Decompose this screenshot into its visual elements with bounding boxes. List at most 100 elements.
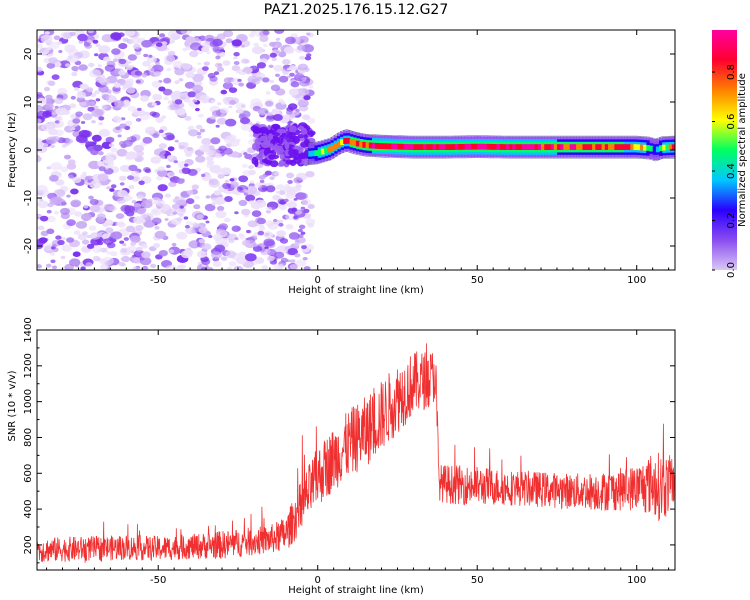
noise-blob — [237, 78, 242, 82]
noise-blob — [151, 217, 162, 225]
noise-blob — [268, 133, 273, 141]
noise-blob — [180, 30, 193, 35]
noise-blob — [166, 164, 171, 169]
noise-blob — [260, 141, 271, 149]
noise-blob — [151, 112, 160, 118]
noise-blob — [303, 134, 308, 140]
noise-blob — [113, 82, 122, 88]
colorbar-gradient — [712, 30, 737, 270]
noise-blob — [264, 249, 271, 254]
noise-blob — [228, 139, 240, 147]
noise-blob — [290, 81, 300, 88]
noise-blob — [303, 158, 309, 167]
noise-blob — [245, 194, 256, 202]
noise-blob — [306, 130, 316, 136]
noise-blob — [287, 180, 293, 184]
noise-blob — [53, 35, 61, 40]
noise-blob — [54, 105, 59, 109]
signal-cell — [458, 144, 462, 150]
noise-blob — [285, 110, 293, 115]
noise-blob — [126, 137, 132, 141]
noise-blob — [259, 224, 265, 228]
noise-blob — [88, 62, 95, 68]
noise-blob — [138, 180, 145, 186]
colorbar-tick-label: 0.4 — [726, 163, 737, 179]
noise-blob — [286, 188, 296, 196]
signal-cell — [381, 143, 386, 150]
noise-blob — [37, 104, 44, 113]
noise-blob — [234, 211, 239, 215]
noise-blob — [286, 259, 291, 263]
noise-blob — [37, 200, 49, 209]
signal-cell — [601, 144, 606, 150]
noise-blob — [198, 227, 208, 234]
signal-cell — [630, 144, 635, 150]
colorbar-tick-label: 0.2 — [726, 213, 737, 229]
signal-cell — [604, 144, 609, 150]
signal-cell — [582, 144, 587, 150]
snr-panel: -50 0 50 100 200 400 600 800 1000 1200 1400 Height… — [7, 317, 676, 596]
noise-blob — [265, 206, 273, 212]
noise-blob — [119, 240, 125, 244]
noise-blob — [283, 198, 289, 203]
noise-blob — [207, 267, 214, 270]
noise-blob — [302, 257, 308, 261]
noise-blob — [154, 226, 160, 230]
noise-blob — [218, 230, 228, 238]
noise-blob — [61, 236, 67, 241]
signal-cell — [566, 144, 571, 150]
snr-ylabel: SNR (10 * v/v) — [7, 370, 18, 441]
noise-blob — [155, 61, 161, 66]
noise-blob — [110, 147, 118, 153]
noise-blob — [103, 56, 111, 62]
signal-cell — [537, 144, 542, 150]
noise-blob — [174, 139, 179, 143]
noise-blob — [94, 53, 99, 57]
signal-cell — [391, 143, 395, 150]
noise-blob — [253, 42, 260, 47]
noise-blob — [167, 146, 175, 152]
signal-cell — [387, 143, 392, 150]
colorbar-tick-label: 0.0 — [726, 262, 737, 278]
noise-blob — [242, 69, 247, 73]
x-tick-label: -50 — [150, 275, 166, 286]
signal-cell — [659, 145, 663, 152]
x-tick-label: 0 — [315, 275, 321, 286]
noise-blob — [233, 52, 240, 57]
noise-blob — [55, 179, 65, 186]
signal-cell — [515, 144, 520, 150]
noise-blob — [256, 62, 266, 69]
noise-blob — [184, 115, 192, 121]
noise-blob — [265, 100, 274, 107]
noise-blob — [261, 187, 267, 191]
signal-cell — [423, 144, 427, 150]
y-tick-label: -10 — [23, 190, 34, 206]
noise-blob — [54, 120, 60, 124]
noise-blob — [161, 115, 167, 119]
y-tick-label: 200 — [23, 535, 34, 554]
noise-blob — [70, 188, 79, 195]
signal-cell — [340, 139, 344, 146]
noise-blob — [37, 110, 49, 120]
noise-blob — [196, 250, 207, 258]
noise-blob — [304, 56, 312, 61]
snr-xlabel: Height of straight line (km) — [288, 585, 424, 596]
noise-blob — [66, 237, 75, 243]
signal-cell — [308, 150, 312, 157]
noise-blob — [89, 180, 102, 189]
noise-blob — [171, 242, 177, 247]
noise-blob — [269, 52, 277, 58]
noise-blob — [101, 141, 113, 149]
noise-blob — [141, 40, 153, 48]
noise-blob — [217, 102, 222, 106]
signal-cell — [432, 144, 437, 150]
noise-blob — [135, 51, 141, 56]
colorbar: 0.0 0.2 0.4 0.6 0.8 Normalized spectral ampl… — [712, 30, 748, 278]
noise-blob — [125, 210, 135, 217]
noise-blob — [164, 193, 171, 198]
signal-cell — [643, 144, 647, 151]
noise-blob — [257, 230, 265, 236]
noise-blob — [250, 30, 256, 34]
noise-blob — [86, 87, 94, 93]
noise-blob — [89, 101, 96, 106]
